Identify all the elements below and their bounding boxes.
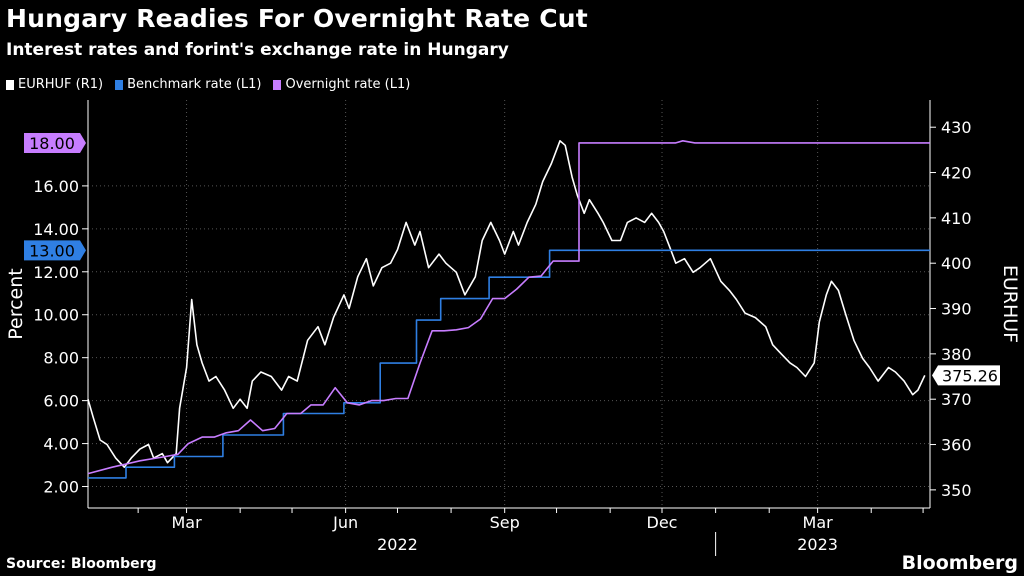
left-tick-label: 4.00 (43, 435, 79, 454)
x-tick-label: Jun (332, 513, 358, 532)
right-tick-label: 380 (941, 345, 972, 364)
left-tick-label: 2.00 (43, 478, 79, 497)
legend-label-overnight: Overnight rate (L1) (285, 77, 411, 92)
legend-label-benchmark: Benchmark rate (L1) (127, 77, 262, 92)
overnight-end-label: 18.00 (29, 134, 75, 153)
chart-title: Hungary Readies For Overnight Rate Cut (6, 4, 588, 33)
x-year-label: 2023 (797, 535, 838, 554)
left-axis-title: Percent (5, 268, 27, 340)
legend-item-benchmark: Benchmark rate (L1) (115, 77, 261, 92)
x-tick-label: Sep (490, 513, 520, 532)
legend-item-eurhuf: EURHUF (R1) (6, 77, 103, 92)
bloomberg-logo: Bloomberg (901, 552, 1018, 574)
left-tick-label: 8.00 (43, 349, 79, 368)
right-tick-label: 360 (941, 436, 972, 455)
x-tick-label: Dec (647, 513, 678, 532)
right-tick-label: 370 (941, 390, 972, 409)
legend-swatch-benchmark (115, 79, 124, 90)
right-tick-label: 350 (941, 481, 972, 500)
right-tick-label: 410 (941, 209, 972, 228)
legend-label-eurhuf: EURHUF (R1) (18, 77, 104, 92)
x-tick-label: Mar (803, 513, 834, 532)
eurhuf-end-label-bg (932, 365, 1000, 386)
series-line-overnight (87, 140, 930, 475)
left-tick-label: 6.00 (43, 392, 79, 411)
right-tick-label: 430 (941, 118, 972, 137)
legend-swatch-overnight (273, 79, 282, 90)
benchmark-end-label: 13.00 (29, 241, 75, 260)
left-tick-label: 10.00 (33, 306, 79, 325)
left-tick-label: 16.00 (33, 177, 79, 196)
legend-swatch-eurhuf (6, 79, 14, 90)
right-tick-label: 390 (941, 300, 972, 319)
right-tick-label: 420 (941, 164, 972, 183)
chart-subtitle: Interest rates and forint's exchange rat… (6, 40, 509, 60)
benchmark-end-label-bg (24, 240, 86, 261)
eurhuf-end-label: 375.26 (942, 366, 998, 385)
overnight-end-label-bg (24, 132, 86, 153)
source-note: Source: Bloomberg (6, 556, 157, 572)
series-line-eurhuf (87, 140, 926, 469)
left-tick-label: 12.00 (33, 263, 79, 282)
series-line-benchmark (88, 249, 930, 479)
legend-item-overnight: Overnight rate (L1) (273, 77, 410, 92)
right-tick-label: 400 (941, 254, 972, 273)
legend: EURHUF (R1) Benchmark rate (L1) Overnigh… (6, 77, 410, 92)
x-year-label: 2022 (377, 535, 418, 554)
x-tick-label: Mar (171, 513, 202, 532)
left-tick-label: 14.00 (33, 220, 79, 239)
right-axis-title: EURHUF (999, 265, 1021, 343)
